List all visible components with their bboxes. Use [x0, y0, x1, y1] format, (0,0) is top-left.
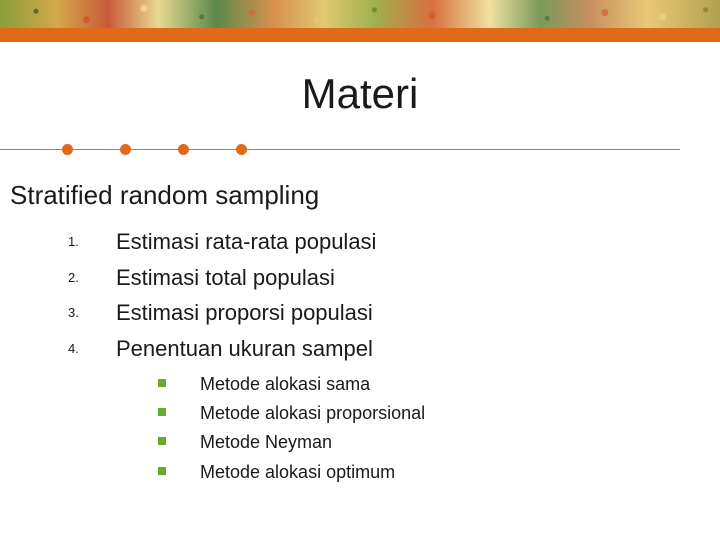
slide-title: Materi: [0, 70, 720, 118]
item-text: Penentuan ukuran sampel: [116, 336, 373, 361]
item-number: 4.: [68, 340, 79, 358]
bullet-list: Metode alokasi sama Metode alokasi propo…: [158, 372, 720, 484]
list-item: 1. Estimasi rata-rata populasi: [68, 227, 720, 257]
list-item: Metode alokasi sama: [158, 372, 720, 396]
item-number: 3.: [68, 304, 79, 322]
section-heading: Stratified random sampling: [10, 180, 720, 211]
item-text: Estimasi total populasi: [116, 265, 335, 290]
list-item: 2. Estimasi total populasi: [68, 263, 720, 293]
divider-dot: [120, 144, 131, 155]
square-bullet-icon: [158, 467, 166, 475]
item-number: 1.: [68, 233, 79, 251]
decorative-banner: [0, 0, 720, 28]
square-bullet-icon: [158, 408, 166, 416]
accent-bar: [0, 28, 720, 42]
item-number: 2.: [68, 269, 79, 287]
item-text: Metode alokasi proporsional: [200, 403, 425, 423]
list-item: Metode alokasi optimum: [158, 460, 720, 484]
item-text: Metode alokasi optimum: [200, 462, 395, 482]
item-text: Metode Neyman: [200, 432, 332, 452]
divider-dot: [62, 144, 73, 155]
item-text: Estimasi proporsi populasi: [116, 300, 373, 325]
item-text: Metode alokasi sama: [200, 374, 370, 394]
list-item: 3. Estimasi proporsi populasi: [68, 298, 720, 328]
list-item: 4. Penentuan ukuran sampel: [68, 334, 720, 364]
list-item: Metode alokasi proporsional: [158, 401, 720, 425]
divider: [0, 140, 720, 160]
divider-dot: [236, 144, 247, 155]
square-bullet-icon: [158, 437, 166, 445]
list-item: Metode Neyman: [158, 430, 720, 454]
title-area: Materi: [0, 42, 720, 140]
numbered-list: 1. Estimasi rata-rata populasi 2. Estima…: [68, 227, 720, 364]
divider-line: [0, 149, 680, 150]
divider-dot: [178, 144, 189, 155]
item-text: Estimasi rata-rata populasi: [116, 229, 376, 254]
square-bullet-icon: [158, 379, 166, 387]
